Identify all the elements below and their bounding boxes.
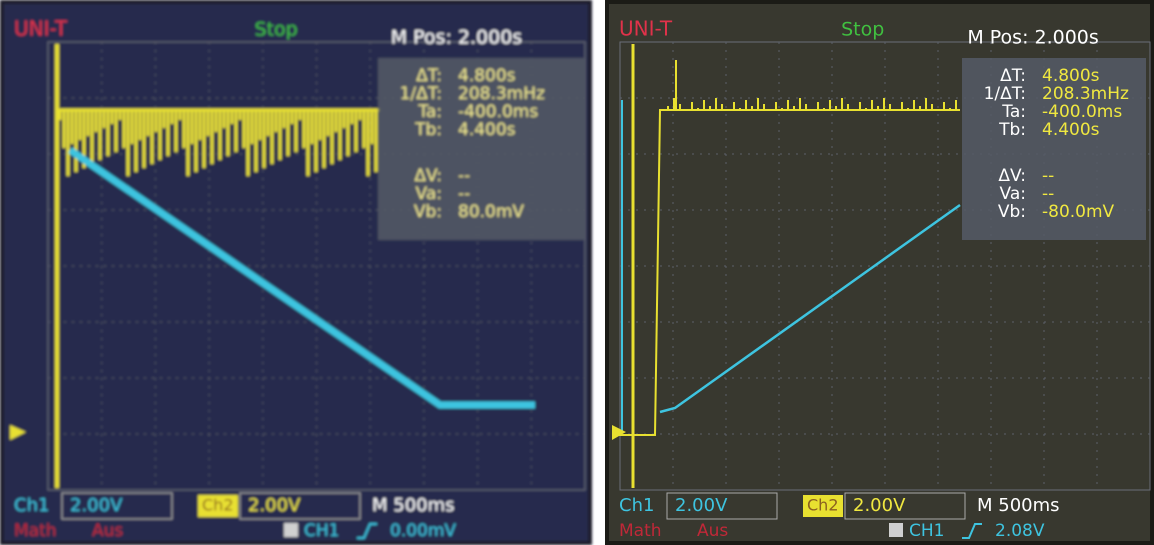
trigger-source: CH1 [304,521,339,541]
oscilloscope-photos: UNI-T Stop M Pos: 2.000s ΔT: 4.800s 1/ΔT: 208.… [0,0,1154,545]
ch1-scale: 2.00V [675,495,728,516]
readout-value: -80.0mV [1042,202,1115,222]
readout-value: 208.3mHz [1042,84,1129,104]
math-state: Aus [697,521,728,541]
brand: UNI-T [619,17,673,41]
ch1-label: Ch1 [14,495,49,516]
screen: UNI-T Stop M Pos: 2.000s ΔT: 4.800s 1/ΔT: 208.… [605,0,1154,545]
status: Stop [841,19,884,41]
timebase: M 500ms [977,495,1060,516]
readout-value: -400.0ms [458,102,538,122]
readout-value: 4.800s [1042,66,1100,86]
math-label: Math [14,521,57,541]
trigger-level: 2.08V [995,521,1045,541]
readout-label: 1/ΔT: [400,84,442,104]
math-label: Math [619,521,662,541]
trigger-level: 0.00mV [390,521,456,541]
ch2-label: Ch2 [202,496,234,515]
readout-label: Ta: [417,102,442,122]
readout-label: Tb: [414,120,442,140]
trigger-icon [284,523,298,537]
brand: UNI-T [14,17,68,41]
readout-label: ΔV: [998,166,1026,186]
readout-value: 208.3mHz [458,84,545,104]
readout-label: ΔT: [416,66,442,86]
screen: UNI-T Stop M Pos: 2.000s ΔT: 4.800s 1/ΔT: 208.… [0,0,592,545]
ch2-scale: 2.00V [853,495,906,516]
readout-value: 80.0mV [458,202,524,222]
readout-value: -- [458,184,470,204]
trigger-icon [889,523,903,537]
readout-value: -- [1042,166,1054,186]
readout-label: Vb: [414,202,442,222]
ch1-scale: 2.00V [70,495,123,516]
readout-value: 4.400s [1042,120,1100,140]
readout-value: -400.0ms [1042,102,1122,122]
readout-label: Va: [1000,184,1026,204]
math-state: Aus [92,521,123,541]
readout-value: -- [458,166,470,186]
readout-value: -- [1042,184,1054,204]
readout-value: 4.800s [458,66,516,86]
position: M Pos: 2.000s [391,27,522,49]
readout-label: ΔT: [1000,66,1026,86]
status: Stop [255,19,298,41]
readout-label: Ta: [1001,102,1026,122]
ch2-scale: 2.00V [248,495,301,516]
ch1-label: Ch1 [619,495,654,516]
ch2-label: Ch2 [807,496,839,515]
readout-label: Vb: [998,202,1026,222]
readout-label: Tb: [998,120,1026,140]
readout-label: ΔV: [414,166,442,186]
readout-value: 4.400s [458,120,516,140]
readout-label: 1/ΔT: [984,84,1026,104]
timebase: M 500ms [372,495,455,516]
readout-label: Va: [416,184,442,204]
position: M Pos: 2.000s [967,27,1098,49]
trigger-source: CH1 [909,521,944,541]
